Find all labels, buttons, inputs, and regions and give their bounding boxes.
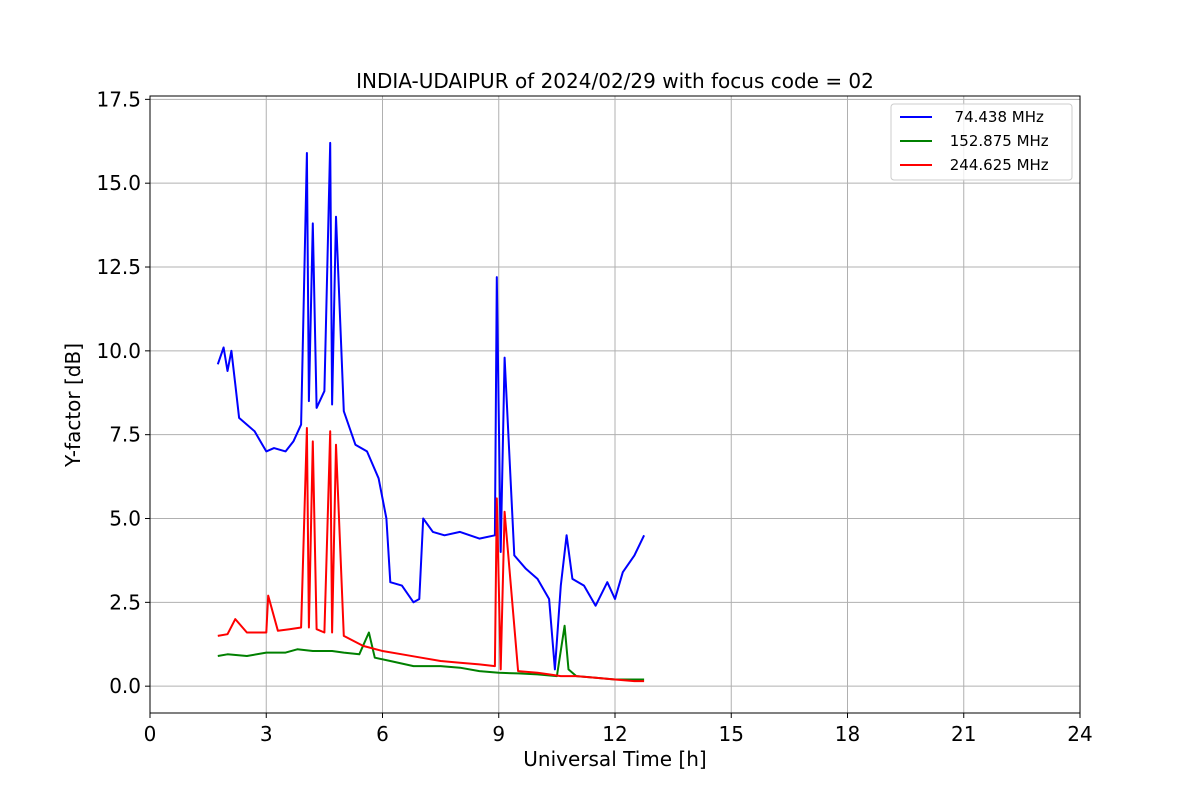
y-tick-label: 12.5	[96, 255, 141, 279]
x-tick-label: 15	[719, 722, 744, 746]
series-layer	[216, 141, 646, 683]
y-tick-label: 15.0	[96, 171, 141, 195]
y-tick-label: 0.0	[109, 674, 141, 698]
x-tick-label: 12	[602, 722, 627, 746]
x-axis: 0 3 6 9 12 15 18 21 24	[144, 713, 1093, 746]
legend: 74.438 MHz 152.875 MHz 244.625 MHz	[890, 103, 1073, 181]
y-tick-label: 7.5	[109, 423, 141, 447]
x-tick-label: 18	[835, 722, 860, 746]
x-tick-label: 6	[376, 722, 389, 746]
y-tick-label: 10.0	[96, 339, 141, 363]
x-axis-label: Universal Time [h]	[523, 747, 706, 771]
series-line-1	[217, 624, 645, 681]
x-tick-label: 3	[260, 722, 273, 746]
legend-label-2: 244.625 MHz	[945, 156, 1049, 174]
y-tick-label: 5.0	[109, 507, 141, 531]
y-axis-label: Y-factor [dB]	[61, 343, 85, 468]
legend-label-0: 74.438 MHz	[945, 108, 1044, 126]
chart-title: INDIA-UDAIPUR of 2024/02/29 with focus c…	[356, 69, 874, 93]
legend-box	[890, 103, 1073, 181]
series-line-2	[217, 427, 645, 683]
x-tick-label: 9	[492, 722, 505, 746]
series-line-0	[216, 141, 646, 671]
y-axis: 0.0 2.5 5.0 7.5 10.0 12.5 15.0 17.5	[96, 87, 150, 698]
y-tick-label: 2.5	[109, 590, 141, 614]
legend-label-1: 152.875 MHz	[945, 132, 1049, 150]
x-tick-label: 21	[951, 722, 976, 746]
x-tick-label: 24	[1067, 722, 1092, 746]
y-tick-label: 17.5	[96, 87, 141, 111]
x-tick-label: 0	[144, 722, 157, 746]
